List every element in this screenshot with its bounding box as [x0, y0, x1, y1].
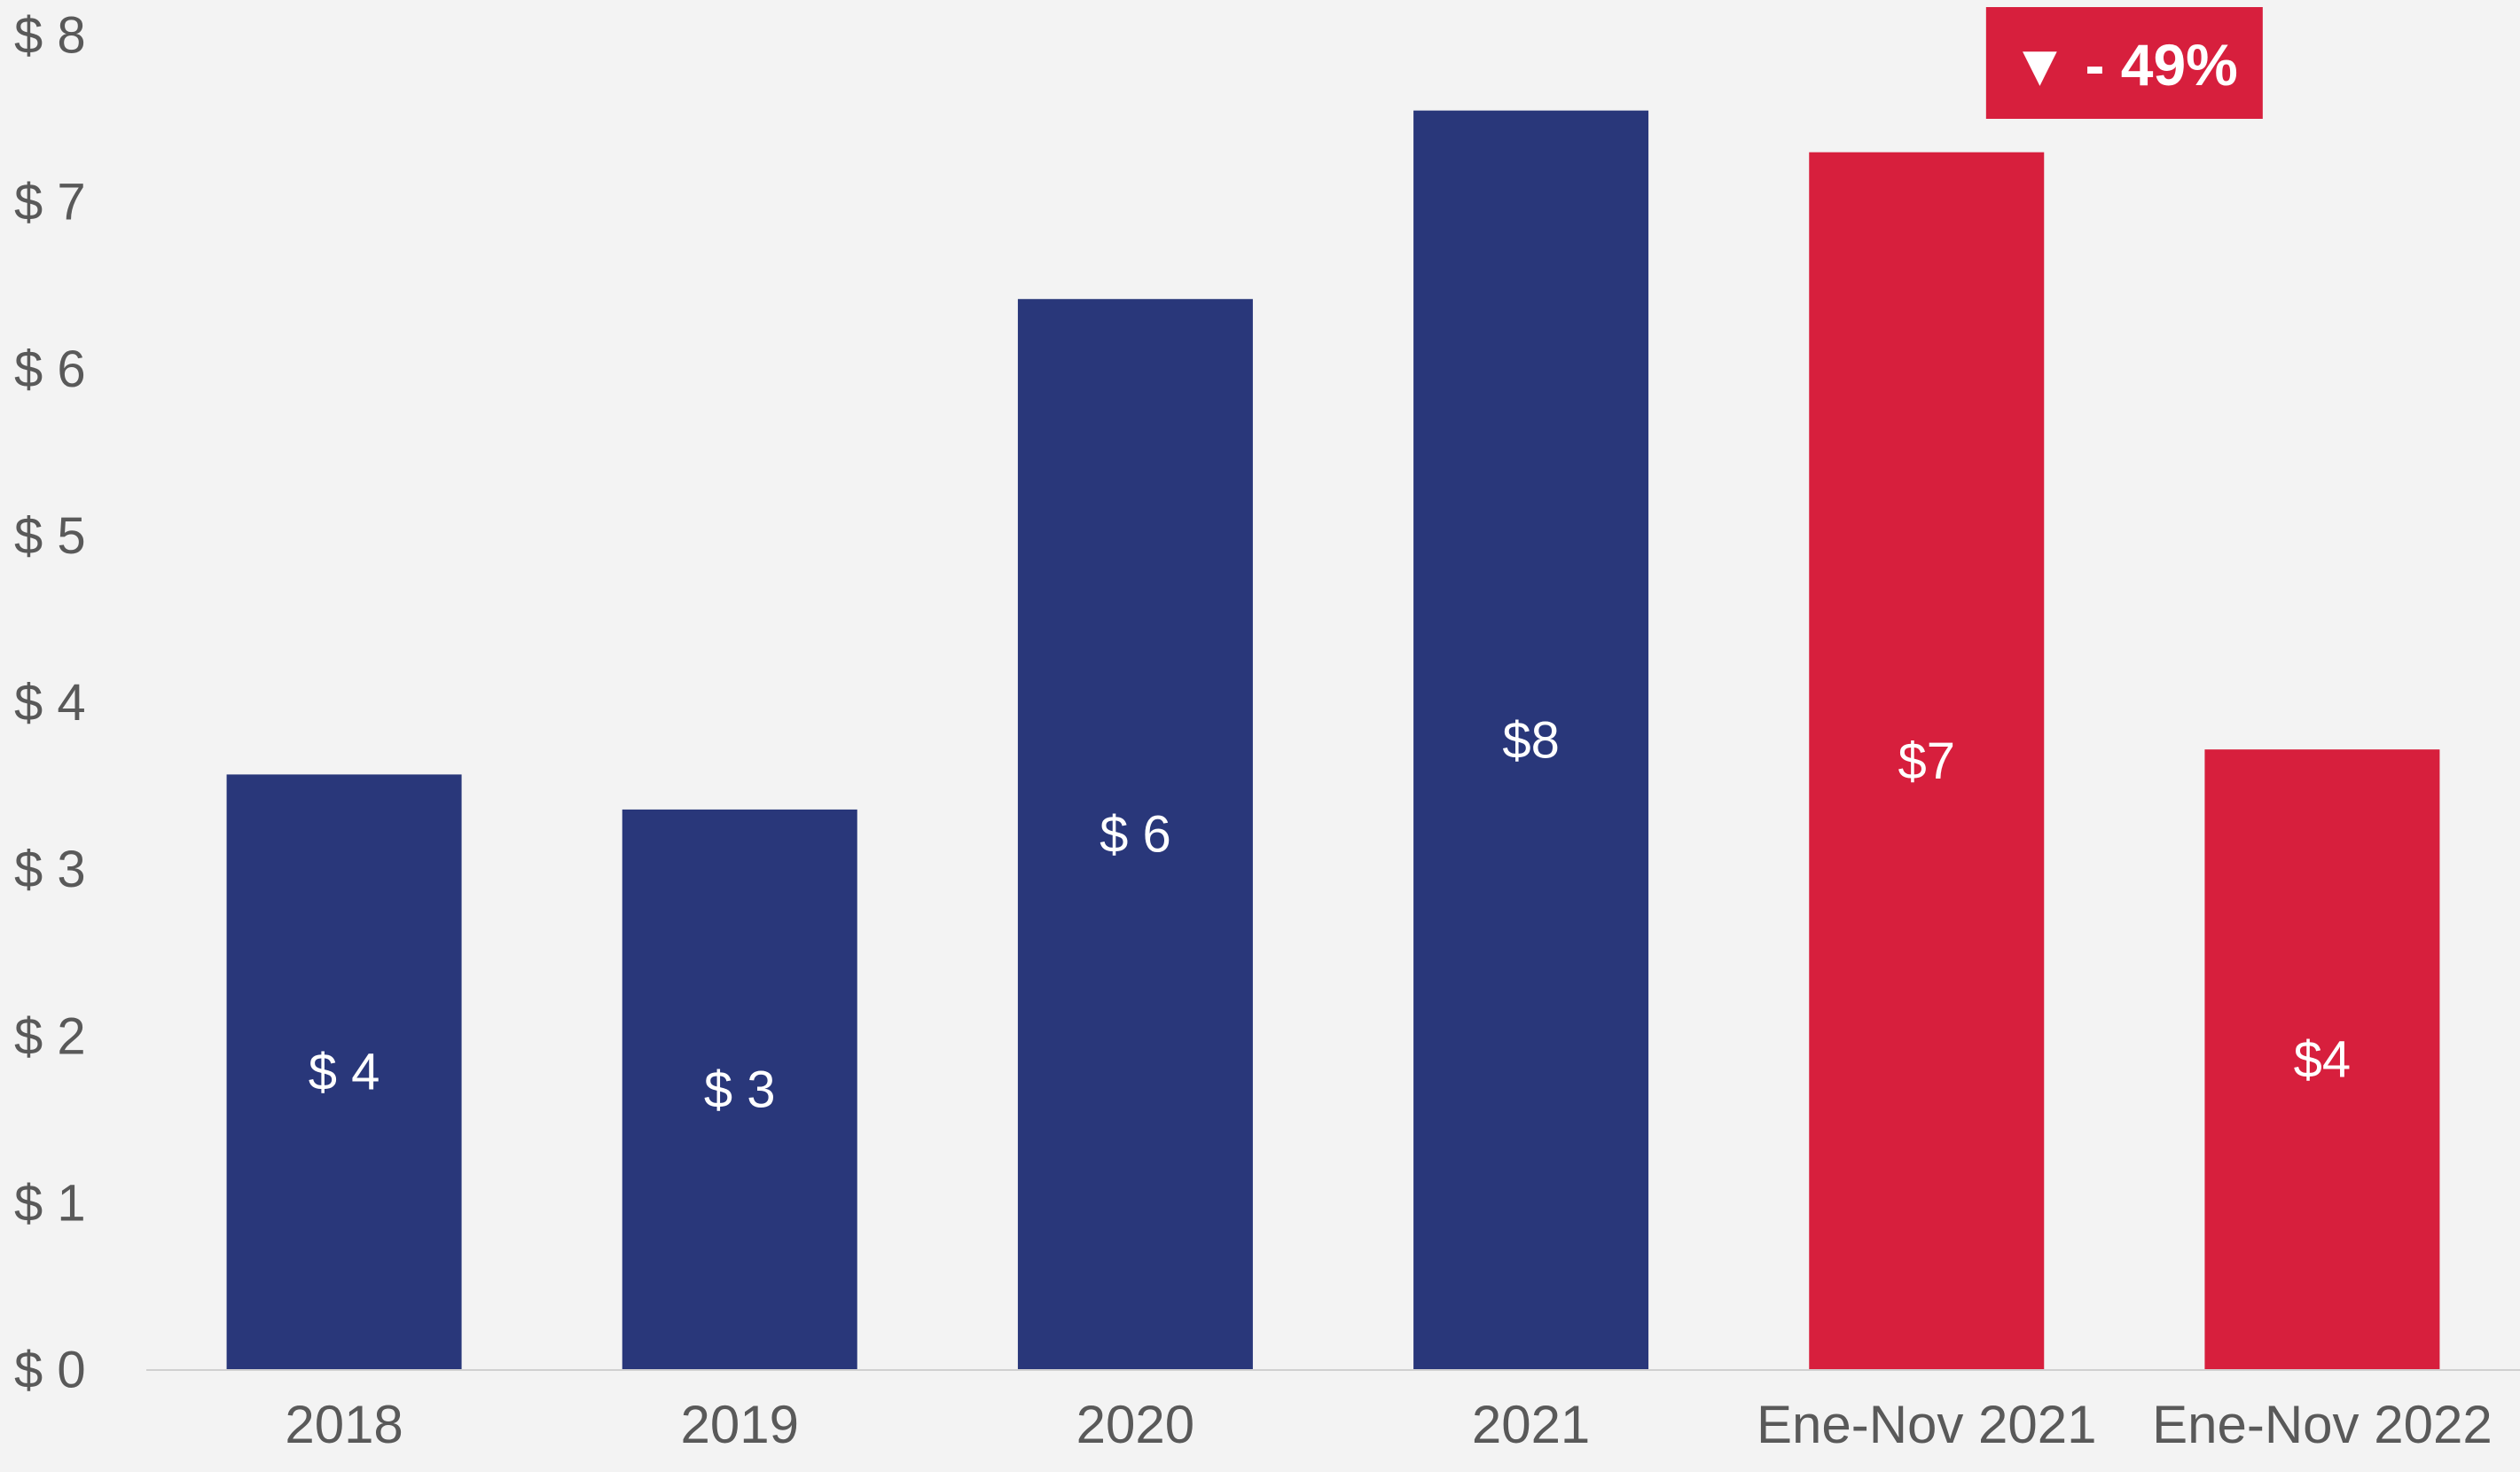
bar: [2204, 749, 2440, 1370]
x-tick-label: 2018: [285, 1395, 403, 1454]
y-tick-label: $ 7: [14, 174, 86, 231]
y-tick-label: $ 4: [14, 674, 86, 732]
bar: [1413, 110, 1649, 1370]
x-tick-label: 2019: [681, 1395, 799, 1454]
y-tick-label: $ 0: [14, 1342, 86, 1399]
y-tick-label: $ 5: [14, 507, 86, 565]
bar-data-label: $ 6: [1100, 806, 1171, 864]
bar-data-label: $7: [1898, 732, 1955, 790]
bar-data-label: $ 3: [704, 1061, 776, 1118]
x-axis: 2018 2019 2020 2021 Ene-Nov 2021 Ene-Nov 2022: [146, 1369, 2520, 1454]
bar-data-label: $4: [2294, 1031, 2352, 1089]
bar-data-label: $8: [1502, 711, 1560, 769]
change-badge: ▼ - 49%: [1985, 7, 2263, 119]
y-tick-label: $ 3: [14, 841, 86, 898]
bars-group: $ 4 $ 3 $ 6 $8 $7 $4: [226, 110, 2440, 1370]
x-tick-label: 2021: [1472, 1395, 1590, 1454]
y-tick-label: $ 8: [14, 7, 86, 65]
y-axis: $ 0 $ 1 $ 2 $ 3 $ 4 $ 5 $ 6 $ 7 $ 8: [14, 7, 86, 1399]
y-tick-label: $ 6: [14, 341, 86, 398]
bar: [226, 774, 462, 1370]
x-tick-label: Ene-Nov 2022: [2152, 1395, 2493, 1454]
change-badge-label: ▼ - 49%: [2011, 32, 2238, 98]
x-tick-label: Ene-Nov 2021: [1757, 1395, 2097, 1454]
y-tick-label: $ 2: [14, 1007, 86, 1065]
y-tick-label: $ 1: [14, 1174, 86, 1232]
bar-data-label: $ 4: [309, 1044, 380, 1101]
bar: [1809, 152, 2045, 1370]
bar: [1017, 299, 1253, 1370]
change-badge-box: [1985, 7, 2263, 119]
bar: [622, 809, 857, 1370]
x-tick-label: 2020: [1076, 1395, 1194, 1454]
